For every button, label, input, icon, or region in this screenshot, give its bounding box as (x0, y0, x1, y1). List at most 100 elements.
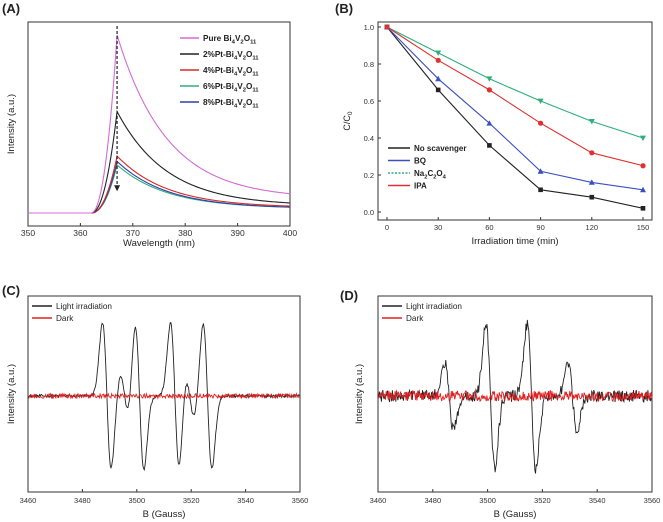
chart-d-legend-label: Light irradiation (406, 302, 462, 311)
chart-a: 350 360 370 380 390 400 Wavelength (nm) Inten… (6, 21, 297, 249)
chart-d-xtick-label: 3560 (644, 496, 661, 505)
chart-b-point (588, 118, 595, 125)
chart-b-xtick-label: 150 (637, 223, 650, 232)
chart-b-point (589, 194, 595, 200)
chart-b-point (589, 150, 595, 156)
chart-c-legend: Light irradiation Dark (32, 302, 112, 323)
chart-b-ytick-label: 1.0 (364, 23, 374, 32)
chart-a-xtick-label: 370 (126, 228, 140, 238)
chart-b-point (640, 186, 646, 193)
chart-a-xtick-label: 350 (21, 228, 35, 238)
chart-a-legend-label: 8%Pt-Bi4V2O11 (203, 98, 259, 110)
chart-b-xtick-label: 60 (485, 223, 493, 232)
chart-d-xlabel: B (Gauss) (494, 509, 537, 520)
chart-a-xtick-label: 390 (231, 228, 245, 238)
c-curve-dark (27, 392, 301, 400)
chart-b-point (537, 98, 544, 104)
chart-a-frame (27, 21, 291, 227)
chart-c-xtick-label: 3500 (128, 496, 145, 505)
chart-b-point (640, 135, 646, 141)
chart-b-legend-label: Na2C2O4 (414, 169, 447, 181)
chart-d-legend-label: Dark (406, 314, 424, 323)
chart-c-curves (27, 321, 301, 472)
chart-b-series (384, 24, 646, 211)
chart-b-ytick-label: 0.2 (364, 171, 374, 180)
chart-d-xtick-label: 3540 (589, 496, 606, 505)
chart-a-xticks: 350 360 370 380 390 400 (21, 223, 297, 238)
chart-b-point (435, 50, 442, 56)
chart-c-xtick-label: 3460 (20, 496, 37, 505)
chart-b-point (384, 24, 390, 30)
chart-a-curves (28, 34, 291, 214)
chart-d-xtick-label: 3520 (534, 496, 551, 505)
chart-b-point (538, 120, 544, 126)
chart-c-legend-label: Light irradiation (56, 302, 112, 311)
chart-b-point (640, 163, 646, 169)
chart-b-yticks: 0.0 0.2 0.4 0.6 0.8 1.0 (364, 23, 381, 217)
chart-a-ylabel: Intensity (a.u.) (6, 94, 17, 154)
chart-d-xticks: 3460 3480 3500 3520 3540 3560 (370, 489, 661, 505)
chart-b-ytick-label: 0.0 (364, 208, 374, 217)
chart-b-xticks: 0 30 60 90 120 150 (385, 217, 649, 232)
chart-a-xlabel: Wavelength (nm) (123, 238, 195, 249)
chart-b-xtick-label: 90 (536, 223, 544, 232)
chart-c-xtick-label: 3480 (74, 496, 91, 505)
chart-b-xtick-label: 30 (434, 223, 442, 232)
chart-a-curve-1 (28, 34, 291, 214)
panel-label-d: (D) (340, 288, 358, 303)
chart-b-ytick-label: 0.6 (364, 97, 374, 106)
chart-b-line-4 (386, 26, 644, 167)
chart-c-xlabel: B (Gauss) (143, 509, 186, 520)
chart-b-legend-label: BQ (414, 157, 426, 166)
chart-d-curves (377, 319, 653, 474)
d-curve-light (377, 319, 653, 474)
chart-b-point (486, 120, 493, 126)
chart-b-xtick-label: 0 (385, 223, 389, 232)
chart-a-legend-label: Pure Bi4V2O11 (203, 34, 257, 46)
chart-c-frame (27, 295, 301, 493)
chart-b-frame (377, 21, 653, 221)
chart-b-line-1 (386, 26, 644, 209)
chart-a-legend-label: 2%Pt-Bi4V2O11 (203, 50, 259, 62)
chart-b-point (537, 168, 544, 174)
chart-b-point (640, 206, 646, 211)
chart-d-xtick-label: 3500 (479, 496, 496, 505)
chart-b-ytick-label: 0.4 (364, 134, 374, 143)
chart-c-ylabel: Intensity (a.u.) (6, 364, 17, 424)
chart-b-point (538, 187, 543, 193)
chart-b-point (487, 143, 492, 148)
chart-b-point (486, 87, 492, 93)
chart-d: 3460 3480 3500 3520 3540 3560 B (Gauss) Inten… (354, 295, 661, 520)
chart-b-line-3 (386, 26, 644, 139)
chart-b-point (435, 75, 442, 82)
chart-c-xtick-label: 3560 (292, 496, 309, 505)
chart-c-xtick-label: 3540 (237, 496, 254, 505)
chart-a-curve-2 (28, 109, 291, 214)
chart-b-ytick-label: 0.8 (364, 60, 374, 69)
chart-b-line-2 (386, 26, 644, 191)
chart-d-ylabel: Intensity (a.u.) (354, 364, 365, 424)
chart-b-legend-label: No scavenger (414, 144, 466, 153)
chart-a-legend-label: 4%Pt-Bi4V2O11 (203, 66, 259, 78)
chart-d-xtick-label: 3460 (370, 496, 387, 505)
panel-label-a: (A) (2, 1, 20, 16)
chart-b: 0 30 60 90 120 150 0.0 0.2 0.4 0.6 0.8 1.0 Irradia… (342, 21, 653, 247)
chart-b-point (435, 57, 441, 63)
d-curve-dark (377, 389, 653, 403)
chart-c: 3460 3480 3500 3520 3540 3560 B (Gauss) Inten… (6, 295, 309, 520)
chart-c-xticks: 3460 3480 3500 3520 3540 3560 (20, 489, 309, 505)
chart-b-point (588, 179, 595, 185)
chart-a-xtick-label: 400 (283, 228, 297, 238)
chart-b-xlabel: Irradiation time (min) (471, 236, 558, 247)
svg-text:C/C0: C/C0 (342, 111, 354, 131)
chart-a-xtick-label: 360 (73, 228, 87, 238)
panel-label-b: (B) (335, 1, 353, 16)
chart-b-point (435, 87, 441, 93)
chart-c-xtick-label: 3520 (183, 496, 200, 505)
chart-b-xtick-label: 120 (586, 223, 599, 232)
panel-label-c: (C) (2, 283, 20, 298)
chart-a-xtick-label: 380 (178, 228, 192, 238)
chart-a-legend-label: 6%Pt-Bi4V2O11 (203, 82, 259, 94)
